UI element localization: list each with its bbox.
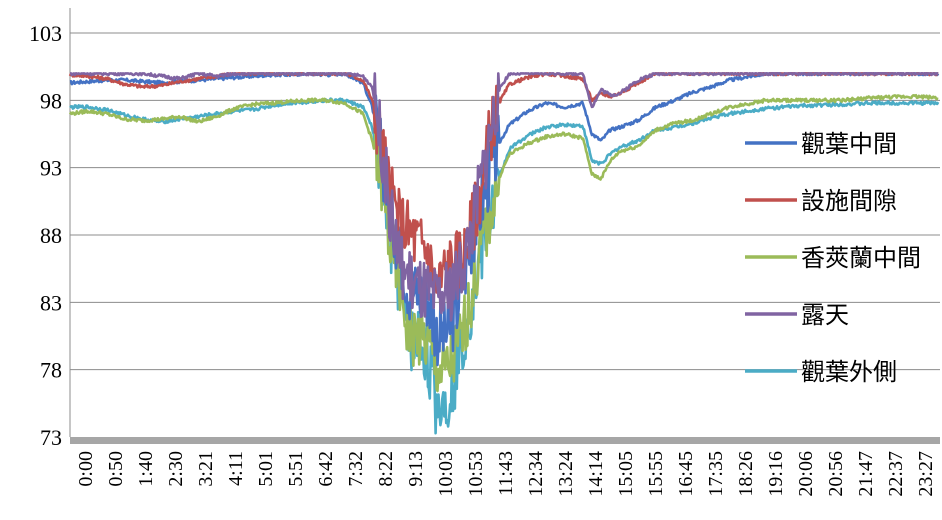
series-line — [69, 72, 939, 322]
x-tick-label: 2:30 — [165, 451, 187, 487]
x-tick-label: 10:53 — [465, 451, 487, 497]
legend-label: 露天 — [801, 303, 849, 329]
x-tick-label: 0:50 — [105, 451, 127, 487]
y-tick-label: 83 — [40, 290, 62, 315]
series-line — [68, 94, 939, 393]
x-tick-label: 14:14 — [585, 451, 607, 497]
y-tick-label: 78 — [40, 358, 62, 383]
x-tick-label: 4:11 — [225, 451, 247, 486]
x-tick-label: 20:06 — [795, 451, 817, 497]
x-tick-label: 15:05 — [615, 451, 637, 497]
x-tick-label: 10:03 — [435, 451, 457, 497]
x-tick-label: 0:00 — [75, 451, 97, 487]
x-tick-label: 12:34 — [525, 451, 547, 497]
x-tick-label: 13:24 — [555, 451, 577, 497]
x-axis: 0:00 0:50 1:40 2:30 3:21 4:11 5:01 5:51 6:42 7:32… — [70, 437, 940, 497]
x-tick-label: 20:56 — [825, 451, 847, 497]
y-tick-label: 103 — [29, 21, 62, 46]
x-tick-label: 3:21 — [195, 451, 217, 487]
y-tick-label: 88 — [40, 223, 62, 248]
x-tick-label: 16:45 — [675, 451, 697, 497]
y-tick-label: 93 — [40, 156, 62, 181]
x-tick-label: 1:40 — [135, 451, 157, 487]
legend-label: 觀葉外側 — [801, 359, 897, 386]
y-tick-label: 73 — [40, 425, 62, 450]
x-tick-label: 9:13 — [405, 451, 427, 487]
series-group — [68, 72, 940, 435]
legend-label: 設施間隙 — [801, 188, 897, 215]
x-tick-label: 11:43 — [495, 451, 517, 496]
x-tick-label: 7:32 — [345, 451, 367, 487]
x-tick-label: 5:51 — [285, 451, 307, 487]
y-axis: 73 78 83 88 93 98 103 — [29, 8, 71, 450]
x-tick-label: 17:35 — [705, 451, 727, 497]
x-axis-band — [70, 437, 940, 444]
legend-label: 香莢蘭中間 — [801, 245, 921, 272]
x-tick-label: 5:01 — [255, 451, 277, 487]
x-tick-label: 18:26 — [735, 451, 757, 497]
x-tick-label: 23:27 — [915, 451, 937, 497]
legend-label: 觀葉中間 — [801, 131, 897, 158]
x-tick-label: 8:22 — [375, 451, 397, 487]
x-tick-label: 6:42 — [315, 451, 337, 487]
x-tick-label: 22:37 — [885, 451, 907, 497]
x-tick-label: 15:55 — [645, 451, 667, 497]
y-tick-label: 98 — [40, 88, 62, 113]
x-tick-label: 21:47 — [855, 451, 877, 497]
x-tick-label: 19:16 — [765, 451, 787, 497]
